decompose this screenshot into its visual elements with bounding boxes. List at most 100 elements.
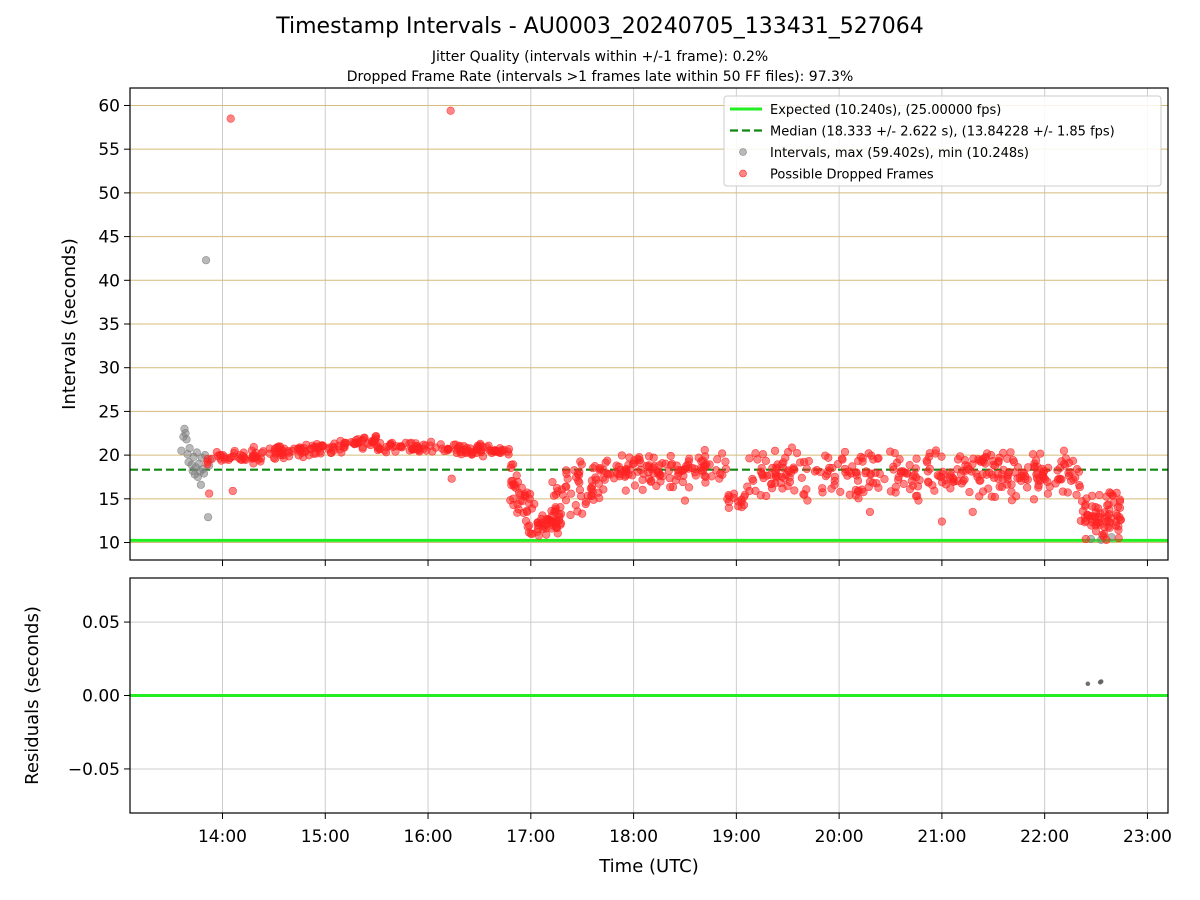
legend-label: Expected (10.240s), (25.00000 fps) [770, 103, 1001, 118]
dropped-frame-point [513, 500, 522, 509]
x-tick-label: 22:00 [1020, 827, 1069, 847]
dropped-frame-point [1066, 468, 1075, 477]
dropped-frame-point [509, 479, 518, 489]
y-tick-label: 15 [98, 490, 120, 510]
dropped-frame-point [570, 466, 579, 475]
dropped-frame-point [824, 453, 833, 462]
dropped-frame-point [591, 475, 600, 484]
dropped-frame-point [574, 476, 583, 485]
dropped-frame-point [599, 485, 608, 494]
dropped-frame-point [1072, 490, 1081, 499]
y-tick-label: 20 [98, 446, 120, 466]
dropped-frame-point [756, 467, 765, 476]
x-tick-label: 21:00 [917, 827, 966, 847]
y-tick-label: 55 [98, 140, 120, 160]
dropped-frame-point [563, 474, 572, 483]
dropped-frame-point [965, 487, 974, 497]
x-axis-label: Time (UTC) [598, 856, 699, 877]
chart-subtitle-dropped: Dropped Frame Rate (intervals >1 frames … [346, 69, 854, 85]
dropped-frame-point [525, 494, 534, 503]
dropped-frame-point [329, 446, 338, 455]
dropped-frame-point [576, 457, 585, 466]
x-tick-label: 15:00 [301, 827, 350, 847]
dropped-frame-point [624, 460, 633, 470]
dropped-frame-point [745, 454, 754, 463]
dropped-frame-point [1023, 483, 1032, 492]
dropped-frame-point [521, 516, 531, 526]
dropped-frame-point [718, 449, 727, 458]
y-tick-label: 0.00 [82, 687, 120, 707]
dropped-frame-point [925, 449, 934, 458]
dropped-frame-point [373, 445, 383, 455]
dropped-frame-point [537, 514, 546, 524]
legend-label: Possible Dropped Frames [770, 168, 934, 183]
dropped-frame-point [667, 459, 677, 469]
dropped-frame-point [713, 455, 722, 464]
dropped-frame-point [1051, 479, 1060, 488]
dropped-frame-point [639, 469, 648, 478]
dropped-frame-point [1034, 483, 1043, 492]
dropped-frame-point [1114, 534, 1123, 543]
dropped-frame-point [571, 500, 580, 510]
dropped-frame-point [581, 497, 591, 506]
dropped-frame-point [968, 507, 977, 517]
dropped-frame-point [802, 464, 811, 473]
dropped-frame-point [621, 486, 630, 495]
dropped-frame-point [311, 449, 320, 458]
dropped-frame-point [614, 462, 623, 471]
dropped-frame-point [1074, 467, 1084, 476]
dropped-frame-point [517, 483, 526, 492]
dropped-frame-point [350, 439, 360, 449]
dropped-frame-point [203, 457, 212, 466]
y-axis-label: Intervals (seconds) [59, 238, 80, 410]
dropped-frame-point [358, 444, 367, 453]
dropped-frame-point [997, 482, 1007, 492]
dropped-frame-point [1114, 526, 1123, 535]
dropped-frame-point [908, 481, 917, 490]
dropped-frame-point [1075, 480, 1084, 490]
dropped-frame-point [248, 453, 257, 462]
dropped-frame-point [830, 476, 839, 486]
dropped-frame-point [630, 456, 639, 465]
dropped-frame-point [1013, 474, 1022, 483]
dropped-frame-point [1059, 446, 1069, 455]
dropped-frame-point [428, 447, 437, 456]
dropped-frame-point [989, 460, 998, 469]
dropped-frame-point [644, 452, 654, 461]
dropped-frame-point [228, 486, 237, 496]
dropped-frame-point [562, 466, 571, 475]
dropped-frame-point [925, 464, 934, 473]
y-tick-label: 45 [98, 228, 120, 248]
dropped-frame-point [205, 489, 214, 498]
dropped-frame-point [1061, 454, 1070, 463]
dropped-frame-point [1043, 477, 1052, 486]
dropped-frame-point [872, 479, 881, 488]
dropped-frame-point [796, 458, 805, 467]
dropped-frame-point [802, 485, 811, 494]
dropped-frame-point [551, 519, 560, 529]
dropped-frame-point [644, 462, 653, 472]
dropped-frame-point [827, 484, 836, 493]
dropped-frame-point [891, 482, 900, 492]
dropped-frame-point [272, 449, 281, 458]
dropped-frame-point [886, 447, 895, 456]
dropped-frame-point [773, 460, 782, 469]
dropped-frame-point [945, 473, 954, 482]
dropped-frame-point [1102, 535, 1111, 544]
dropped-frame-point [874, 454, 883, 463]
dropped-frame-point [1012, 492, 1021, 501]
dropped-frame-point [787, 443, 797, 452]
legend-scatter-swatch [739, 169, 747, 178]
dropped-frame-point [1036, 449, 1045, 458]
dropped-frame-point [928, 481, 937, 490]
dropped-frame-point [953, 476, 962, 486]
dropped-frame-point [899, 479, 908, 489]
y-tick-label: 30 [98, 359, 120, 379]
dropped-frame-point [1068, 456, 1078, 466]
dropped-frame-point [600, 475, 609, 484]
dropped-frame-point [1102, 492, 1111, 501]
dropped-frame-point [620, 466, 629, 476]
legend-scatter-swatch [739, 148, 747, 156]
dropped-frame-point [1094, 512, 1103, 521]
